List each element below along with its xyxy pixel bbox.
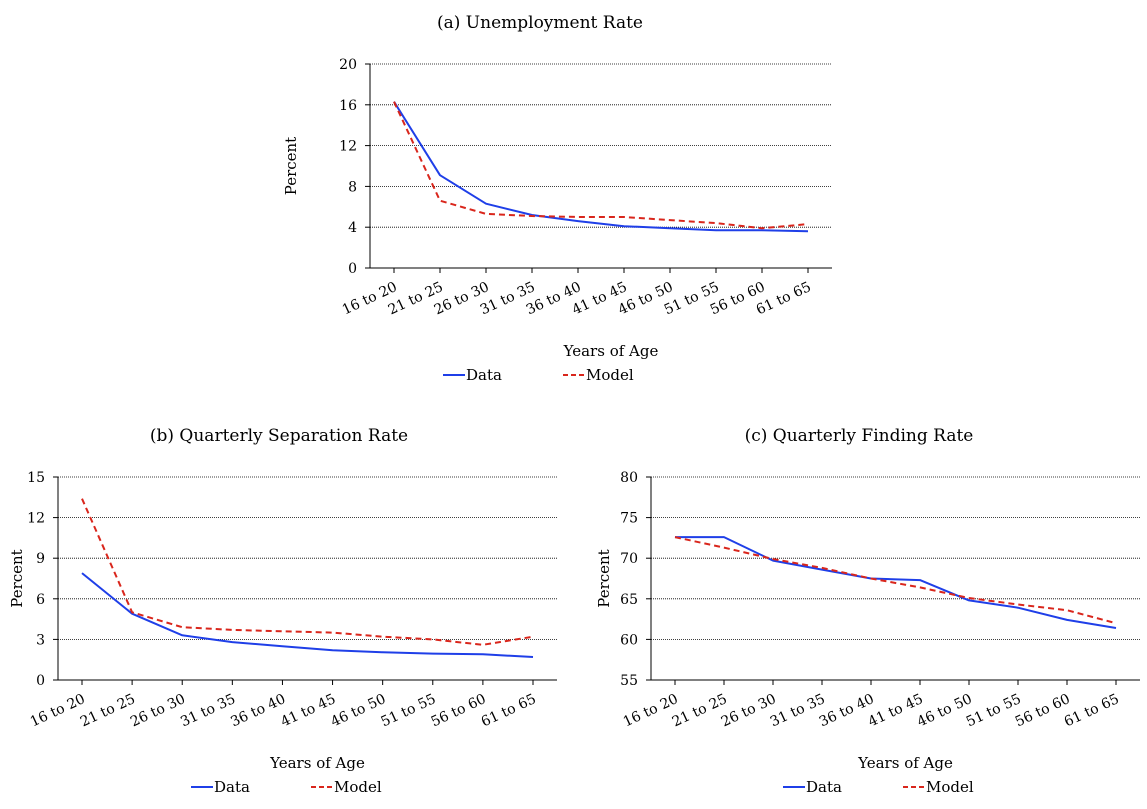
y-tick-label: 8 <box>348 179 357 195</box>
x-axis-label: Years of Age <box>857 754 953 772</box>
x-tick-label: 16 to 20 <box>621 691 681 730</box>
legend: Data Model <box>783 778 974 796</box>
y-axis-label: Percent <box>595 549 613 607</box>
x-tick-label: 21 to 25 <box>670 691 730 730</box>
x-tick-label: 46 to 50 <box>328 691 388 730</box>
x-tick-label: 21 to 25 <box>78 691 138 730</box>
y-tick-label: 55 <box>620 673 638 689</box>
y-tick-label: 16 <box>339 98 357 114</box>
x-axis-label: Years of Age <box>563 342 659 360</box>
x-tick-label: 31 to 35 <box>178 691 238 730</box>
x-tick-label: 56 to 60 <box>1013 691 1073 730</box>
x-axis-label: Years of Age <box>269 754 365 772</box>
x-tick-label: 46 to 50 <box>915 691 975 730</box>
y-tick-label: 4 <box>348 220 357 236</box>
x-tick-label: 16 to 20 <box>28 691 88 730</box>
series-line-model <box>82 499 533 645</box>
x-tick-label: 41 to 45 <box>278 691 338 730</box>
chart-title: (a) Unemployment Rate <box>437 13 643 33</box>
chart-panel-b: (b) Quarterly Separation Rate 0 3 6 9 12 15 16 … <box>8 426 557 796</box>
y-tick-label: 80 <box>620 470 638 486</box>
legend-label-model: Model <box>586 366 634 384</box>
x-tick-label: 51 to 55 <box>379 691 439 730</box>
chart-panel-c: (c) Quarterly Finding Rate 55 60 65 70 75 80 16… <box>595 426 1140 796</box>
legend-label-data: Data <box>806 778 842 796</box>
x-tick-label: 36 to 40 <box>228 691 288 730</box>
x-tick-label: 51 to 55 <box>964 691 1024 730</box>
legend-label-model: Model <box>926 778 974 796</box>
series-line-model <box>394 102 808 229</box>
y-tick-label: 65 <box>620 592 638 608</box>
y-tick-label: 75 <box>620 511 638 527</box>
x-tick-label: 31 to 35 <box>768 691 828 730</box>
legend: Data Model <box>443 366 634 384</box>
x-tick-label: 61 to 65 <box>479 691 539 730</box>
y-tick-label: 60 <box>620 632 638 648</box>
chart-title: (c) Quarterly Finding Rate <box>745 426 974 446</box>
y-axis-label: Percent <box>282 137 300 195</box>
y-tick-label: 0 <box>36 673 45 689</box>
y-axis-label: Percent <box>8 549 26 607</box>
x-tick-label: 36 to 40 <box>817 691 877 730</box>
chart-title: (b) Quarterly Separation Rate <box>150 426 408 446</box>
series-line-data <box>394 102 808 232</box>
y-tick-label: 9 <box>36 551 45 567</box>
y-tick-label: 0 <box>348 261 357 277</box>
legend-label-model: Model <box>334 778 382 796</box>
y-tick-label: 15 <box>27 470 45 486</box>
series-line-data <box>82 573 533 657</box>
x-tick-label: 56 to 60 <box>429 691 489 730</box>
y-tick-label: 6 <box>36 592 45 608</box>
legend-label-data: Data <box>214 778 250 796</box>
x-tick-label: 26 to 30 <box>719 691 779 730</box>
y-tick-label: 12 <box>27 511 45 527</box>
y-tick-label: 3 <box>36 632 45 648</box>
x-tick-label: 41 to 45 <box>866 691 926 730</box>
y-tick-label: 12 <box>339 139 357 155</box>
x-tick-label: 26 to 30 <box>128 691 188 730</box>
legend: Data Model <box>191 778 382 796</box>
legend-label-data: Data <box>466 366 502 384</box>
y-tick-label: 70 <box>620 551 638 567</box>
x-tick-label: 61 to 65 <box>1062 691 1122 730</box>
y-tick-label: 20 <box>339 57 357 73</box>
